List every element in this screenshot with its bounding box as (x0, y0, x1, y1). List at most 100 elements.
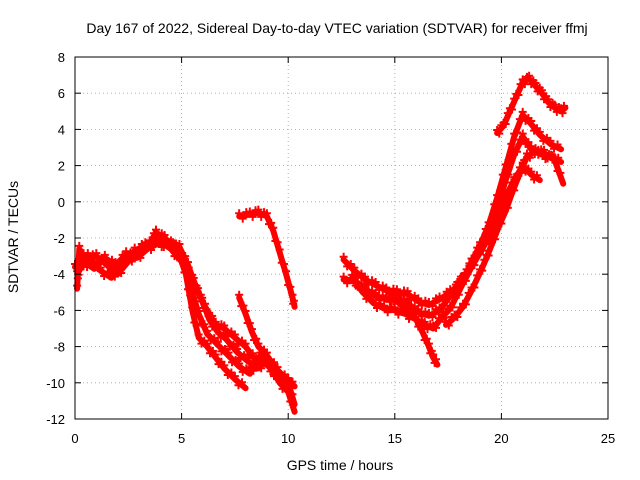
x-tick-label: 5 (178, 431, 185, 446)
data-point-marker (507, 156, 516, 165)
data-point-marker (546, 136, 555, 145)
data-point-marker (513, 147, 522, 156)
data-point-marker (177, 254, 186, 263)
data-point-marker (371, 288, 380, 297)
data-point-marker (93, 264, 102, 273)
data-point-marker (382, 283, 391, 292)
data-point-marker (100, 250, 109, 259)
data-point-marker (110, 272, 119, 281)
data-point-marker (424, 339, 433, 348)
data-point-marker (220, 361, 229, 370)
data-point-marker (518, 107, 527, 116)
data-point-marker (478, 246, 487, 255)
data-point-marker (531, 78, 540, 87)
data-point-marker (432, 323, 441, 332)
data-point-marker (355, 280, 364, 289)
data-point-marker (211, 350, 220, 359)
y-tick-label: -8 (53, 340, 65, 355)
data-point-marker (510, 186, 519, 195)
data-point-marker (510, 94, 519, 103)
data-point-marker (497, 219, 506, 228)
data-point-marker (143, 241, 152, 250)
data-point-marker (546, 103, 555, 112)
data-point-marker (288, 398, 297, 407)
y-tick-label: -4 (53, 267, 65, 282)
data-point-marker (503, 109, 512, 118)
data-point-marker (540, 145, 549, 154)
y-axis-label: SDTVAR / TECUs (5, 181, 21, 293)
data-point-marker (262, 348, 271, 357)
data-point-marker (92, 249, 101, 258)
data-point-marker (282, 267, 291, 276)
data-point-marker (480, 255, 489, 264)
data-point-marker (273, 363, 282, 372)
y-tick-label: -12 (46, 412, 65, 427)
data-point-marker (453, 313, 462, 322)
data-point-marker (380, 301, 389, 310)
data-point-marker (241, 307, 250, 316)
series-track-11 (443, 148, 567, 328)
data-point-marker (537, 86, 546, 95)
data-point-marker (507, 139, 516, 148)
data-point-marker (486, 240, 495, 249)
data-point-marker (286, 282, 295, 291)
y-tick-label: 0 (58, 195, 65, 210)
data-point-marker (464, 288, 473, 297)
y-tick-label: 4 (58, 122, 65, 137)
data-point-marker (448, 303, 457, 312)
data-point-marker (175, 240, 184, 249)
data-point-marker (461, 300, 470, 309)
data-point-marker (245, 319, 254, 328)
data-point-marker (532, 171, 541, 180)
data-point-marker (552, 107, 561, 116)
data-point-marker (267, 218, 276, 227)
data-point-marker (503, 203, 512, 212)
data-point-marker (553, 140, 562, 149)
y-tick-label: 8 (58, 50, 65, 65)
data-point-marker (213, 337, 222, 346)
data-point-marker (288, 377, 297, 386)
data-point-marker (262, 209, 271, 218)
data-point-marker (339, 252, 348, 261)
data-point-marker (490, 216, 499, 225)
data-point-marker (470, 283, 479, 292)
data-point-marker (183, 270, 192, 279)
data-point-marker (83, 249, 92, 258)
data-point-marker (512, 174, 521, 183)
data-point-marker (200, 320, 209, 329)
data-point-marker (495, 129, 504, 138)
data-point-marker (269, 223, 278, 232)
data-point-marker (130, 243, 139, 252)
data-point-marker (279, 259, 288, 268)
data-point-marker (534, 150, 543, 159)
x-tick-label: 0 (71, 431, 78, 446)
data-point-marker (499, 208, 508, 217)
data-point-marker (549, 144, 558, 153)
y-tick-label: 6 (58, 86, 65, 101)
data-point-marker (550, 153, 559, 162)
data-point-marker (504, 170, 513, 179)
data-point-marker (289, 296, 298, 305)
data-point-marker (238, 214, 247, 223)
data-point-marker (395, 296, 404, 305)
data-point-marker (473, 250, 482, 259)
data-point-marker (444, 321, 453, 330)
x-tick-label: 20 (494, 431, 508, 446)
data-point-marker (556, 168, 565, 177)
data-point-marker (416, 320, 425, 329)
data-point-marker (527, 167, 536, 176)
data-point-marker (520, 156, 529, 165)
y-tick-label: 2 (58, 159, 65, 174)
data-point-marker (350, 263, 359, 272)
data-point-marker (229, 340, 238, 349)
data-point-marker (390, 303, 399, 312)
data-point-marker (241, 339, 250, 348)
data-point-marker (339, 272, 348, 281)
data-point-marker (189, 273, 198, 282)
data-point-marker (191, 297, 200, 306)
data-point-marker (238, 378, 247, 387)
data-point-marker (254, 205, 263, 214)
data-point-marker (220, 321, 229, 330)
